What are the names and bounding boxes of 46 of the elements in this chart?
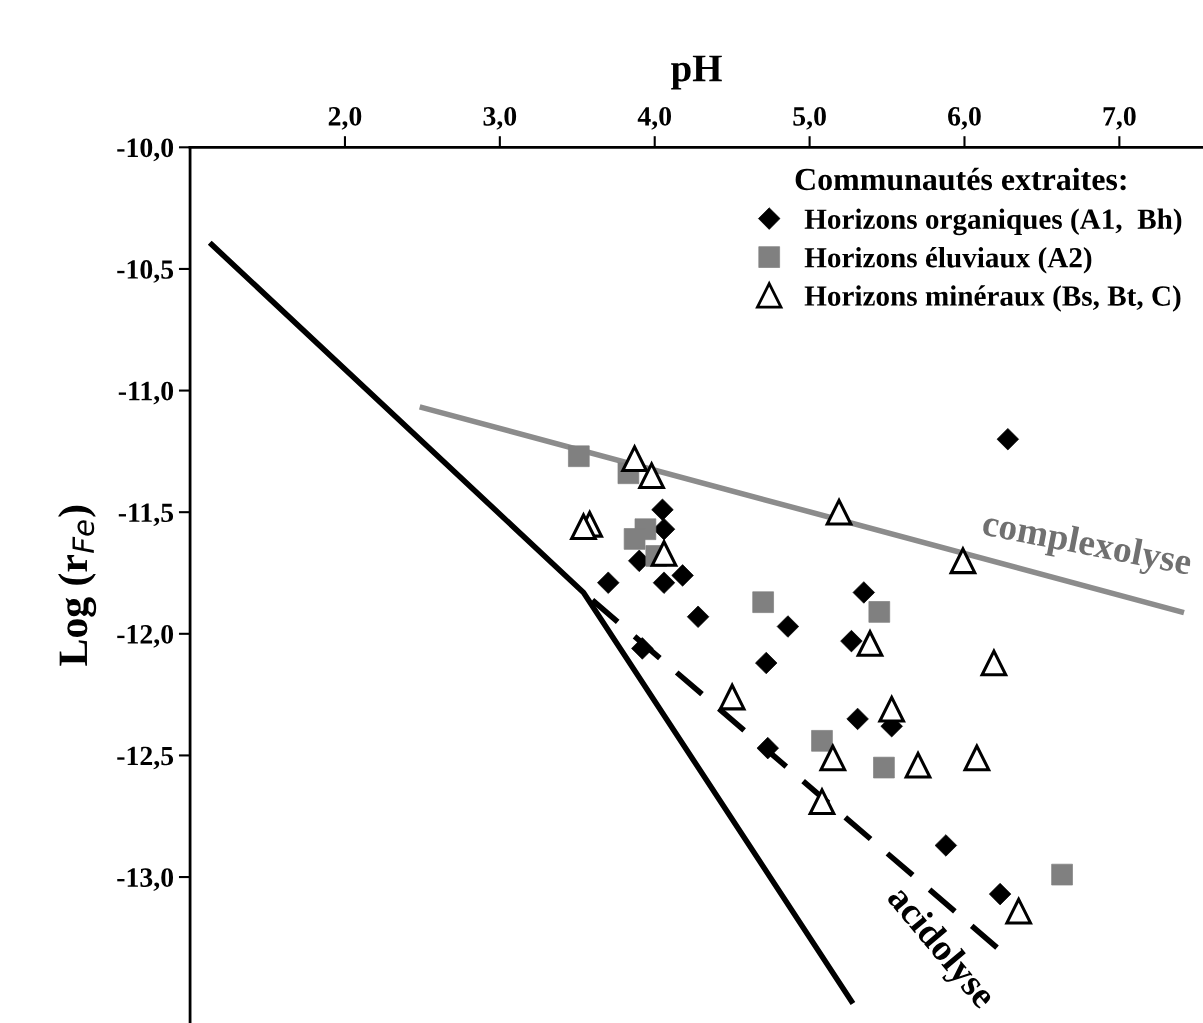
point [852, 581, 875, 604]
point [996, 428, 1019, 451]
y-tick-label: -10,0 [117, 138, 174, 162]
x-tick-label: 6,0 [948, 106, 981, 130]
point [570, 513, 597, 541]
point [819, 744, 847, 772]
point [756, 736, 779, 760]
legend-label: Horizons organiques (A1, Bh) [804, 208, 1182, 236]
point [1005, 897, 1033, 925]
y-tick-label: -10,5 [117, 260, 174, 283]
point [1051, 863, 1073, 886]
x-tick-label: 7,0 [1103, 106, 1136, 130]
point [638, 462, 665, 490]
y-axis-title: Log (r$_{Fe}$) [58, 505, 97, 666]
annotation: complexolyse [980, 508, 1194, 583]
legend-title: Communautés extraites: [795, 167, 1126, 191]
legend-label: Horizons éluviaux (A2) [804, 247, 1092, 274]
x-tick-label: 3,0 [483, 106, 517, 130]
point [856, 630, 884, 657]
point [808, 788, 836, 815]
point [652, 571, 676, 594]
y-tick-label: -13,0 [117, 868, 174, 891]
point [962, 742, 991, 772]
point [878, 695, 906, 723]
x-axis-title: pH [671, 55, 722, 90]
point [979, 647, 1009, 677]
point [621, 445, 648, 472]
point [686, 605, 710, 628]
point [755, 651, 778, 675]
point [825, 498, 853, 526]
point [650, 540, 678, 567]
point [949, 547, 977, 575]
y-tick-label: -12,0 [117, 624, 174, 648]
point [868, 601, 891, 623]
y-tick-label: -11,0 [118, 381, 174, 405]
x-tick-label: 4,0 [637, 106, 672, 130]
legend-label: Horizons minéraux (Bs, Bt, C) [804, 285, 1181, 312]
point [631, 637, 654, 660]
point [718, 681, 747, 711]
x-tick-label: 2,0 [328, 106, 362, 130]
point [934, 834, 958, 857]
x-tick-label: 5,0 [793, 106, 826, 130]
point [904, 751, 932, 779]
y-tick-label: -12,5 [117, 746, 174, 770]
point [568, 445, 590, 467]
y-tick-label: -11,5 [118, 503, 174, 527]
